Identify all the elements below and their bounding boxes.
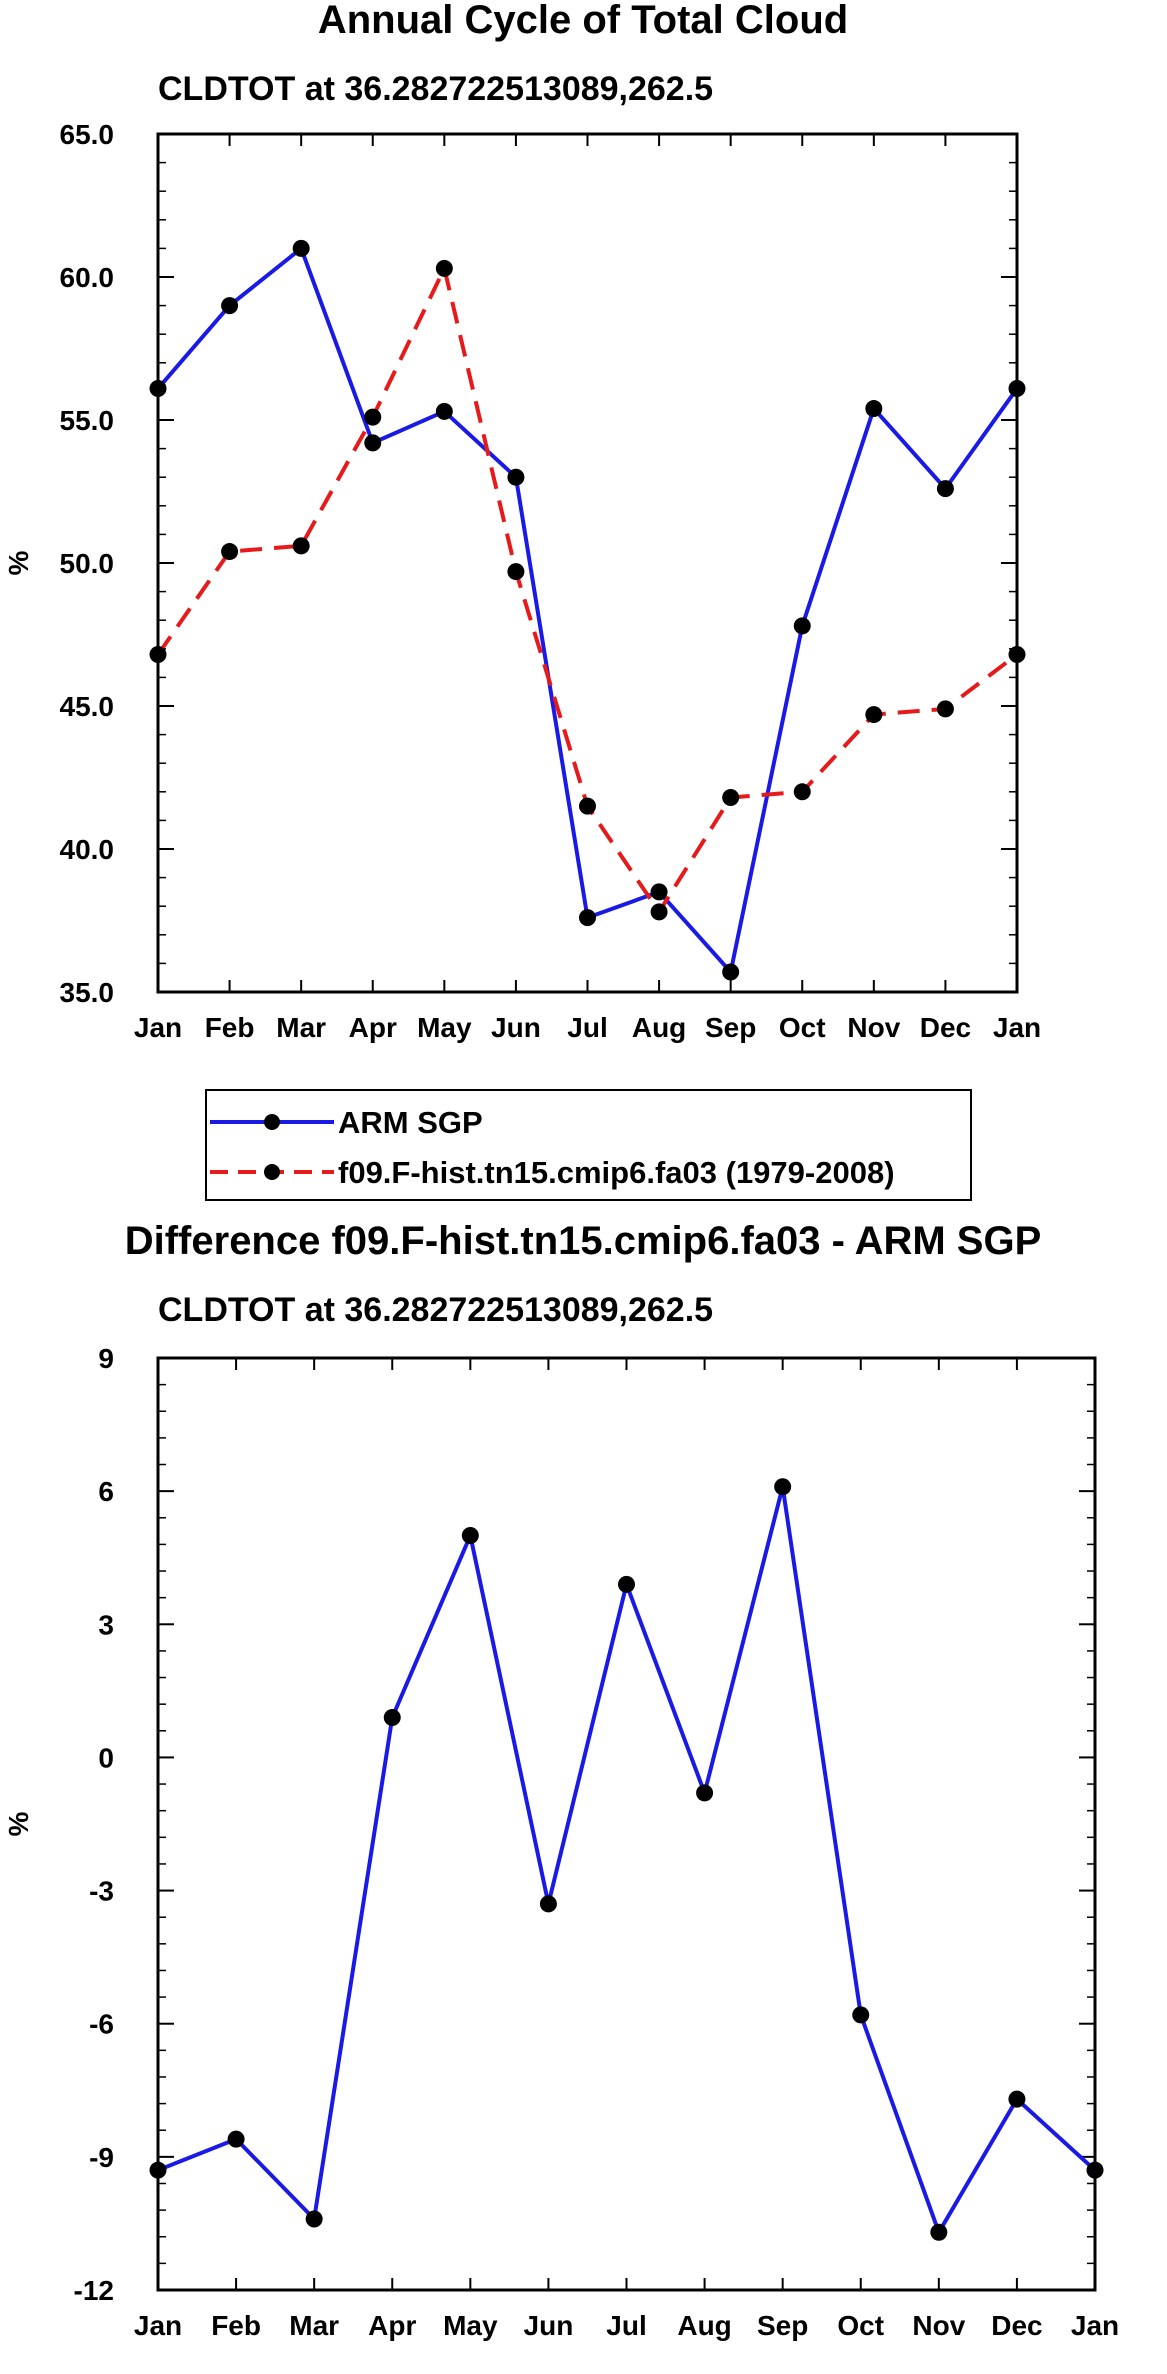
chart2-point-difference [305,2210,323,2228]
chart1-xtick-label: Feb [205,1012,255,1043]
chart1-point-arm-sgp [936,480,954,498]
chart1-xtick-label: Nov [847,1012,900,1043]
chart1-point-arm-sgp [364,434,382,452]
chart2-xtick-label: Aug [677,2310,731,2341]
chart1-ylabel: % [3,550,34,575]
chart2-ytick-label: 6 [98,1476,114,1507]
chart1-xtick-label: Oct [779,1012,826,1043]
chart1-xtick-label: Jan [134,1012,182,1043]
chart2-ylabel: % [3,1811,34,1836]
chart2-ytick-label: 3 [98,1609,114,1640]
annual-cycle-chart: Annual Cycle of Total Cloud CLDTOT at 36… [3,0,1041,1043]
chart2-ytick-label: 0 [98,1742,114,1773]
chart2-xtick-label: Nov [912,2310,965,2341]
chart2-point-difference [383,1708,401,1726]
chart1-ytick-label: 40.0 [60,834,115,865]
chart2-point-difference [930,2223,948,2241]
chart1-point-arm-sgp [579,909,596,927]
chart2-ytick-label: 9 [98,1343,114,1374]
chart2-subtitle: CLDTOT at 36.282722513089,262.5 [158,1291,713,1329]
chart1-point-f09-f-hist-tn15-cmip6-fa03-1979-2008 [936,700,954,718]
chart2-xtick-label: Sep [757,2310,808,2341]
chart1-point-arm-sgp [722,963,740,981]
chart1-subtitle: CLDTOT at 36.282722513089,262.5 [158,70,713,108]
legend-marker-model [264,1164,280,1180]
chart1-point-f09-f-hist-tn15-cmip6-fa03-1979-2008 [292,537,310,555]
chart2-xtick-label: Apr [368,2310,416,2341]
chart1-point-f09-f-hist-tn15-cmip6-fa03-1979-2008 [579,797,596,815]
chart1-point-f09-f-hist-tn15-cmip6-fa03-1979-2008 [650,903,668,921]
legend-marker-arm-sgp [264,1114,280,1130]
chart1-point-arm-sgp [292,239,310,257]
legend: ARM SGP f09.F-hist.tn15.cmip6.fa03 (1979… [205,1089,972,1201]
chart2-xtick-label: Dec [991,2310,1042,2341]
chart2-xtick-label: Jan [1071,2310,1119,2341]
chart2-ytick-label: -6 [89,2009,114,2040]
legend-box [205,1089,972,1201]
chart2-point-difference [1008,2090,1026,2108]
chart1-point-arm-sgp [865,400,883,418]
chart2-frame [156,1356,1097,2292]
chart2-xtick-label: Jan [134,2310,182,2341]
chart1-point-arm-sgp [650,883,668,901]
chart2-point-difference [618,1575,635,1593]
chart1-point-f09-f-hist-tn15-cmip6-fa03-1979-2008 [865,706,883,724]
chart1-point-arm-sgp [793,617,811,635]
chart1-ytick-label: 55.0 [60,405,115,436]
chart1-title: Annual Cycle of Total Cloud [318,0,848,42]
chart1-xtick-label: Mar [276,1012,326,1043]
chart1-point-arm-sgp [507,468,525,486]
chart1-xtick-label: Dec [920,1012,971,1043]
chart1-point-arm-sgp [435,402,453,420]
chart2-xtick-label: Feb [211,2310,261,2341]
chart1-xtick-label: Sep [705,1012,756,1043]
chart1-point-f09-f-hist-tn15-cmip6-fa03-1979-2008 [364,408,382,426]
chart2-point-difference [774,1478,792,1496]
chart1-ytick-label: 45.0 [60,691,115,722]
chart1-frame [156,132,1019,994]
chart1-point-f09-f-hist-tn15-cmip6-fa03-1979-2008 [722,789,740,807]
chart1-xtick-label: Apr [349,1012,397,1043]
chart1-ytick-label: 50.0 [60,548,115,579]
chart2-point-difference [852,2006,870,2024]
chart2-point-difference [461,1527,479,1545]
chart1-point-f09-f-hist-tn15-cmip6-fa03-1979-2008 [435,259,453,277]
chart1-xtick-label: Aug [632,1012,686,1043]
legend-label-arm-sgp: ARM SGP [338,1105,483,1140]
chart1-xtick-label: Jan [993,1012,1041,1043]
chart2-point-difference [696,1784,714,1802]
chart1-xtick-label: Jun [491,1012,541,1043]
chart1-ytick-label: 65.0 [60,119,115,150]
chart1-ytick-label: 60.0 [60,262,115,293]
chart2-plot-area [149,1478,1104,2241]
chart2-axes: Jan Feb Mar Apr May Jun Jul Aug Sep Oct Nov Dec Jan-… [74,1343,1120,2341]
chart2-point-difference [539,1895,557,1913]
chart2-xtick-label: Jun [524,2310,574,2341]
chart1-series-line-arm-sgp [156,246,1019,974]
chart1-point-f09-f-hist-tn15-cmip6-fa03-1979-2008 [221,543,239,561]
chart1-point-f09-f-hist-tn15-cmip6-fa03-1979-2008 [507,563,525,581]
legend-label-model: f09.F-hist.tn15.cmip6.fa03 (1979-2008) [338,1155,895,1190]
chart1-point-f09-f-hist-tn15-cmip6-fa03-1979-2008 [793,783,811,801]
chart1-point-arm-sgp [221,297,239,315]
chart2-xtick-label: May [443,2310,498,2341]
chart1-axes: Jan Feb Mar Apr May Jun Jul Aug Sep Oct Nov Dec Jan 3… [60,119,1042,1043]
chart2-ytick-label: -3 [89,1876,114,1907]
chart2-point-difference [227,2130,245,2148]
chart1-ytick-label: 35.0 [60,977,115,1008]
chart1-xtick-label: May [417,1012,472,1043]
chart2-xtick-label: Oct [837,2310,884,2341]
chart2-ytick-label: -9 [89,2142,114,2173]
chart1-plot-area [149,239,1026,981]
chart1-series-line-f09-f-hist-tn15-cmip6-fa03-1979-2008 [156,266,1019,914]
chart1-xtick-label: Jul [567,1012,607,1043]
chart2-xtick-label: Jul [606,2310,646,2341]
chart2-ytick-label: -12 [74,2275,114,2306]
difference-chart: Difference f09.F-hist.tn15.cmip6.fa03 - … [3,1219,1119,2341]
chart2-series-line-difference [157,1484,1097,2235]
chart2-title: Difference f09.F-hist.tn15.cmip6.fa03 - … [125,1219,1042,1263]
chart2-xtick-label: Mar [289,2310,339,2341]
